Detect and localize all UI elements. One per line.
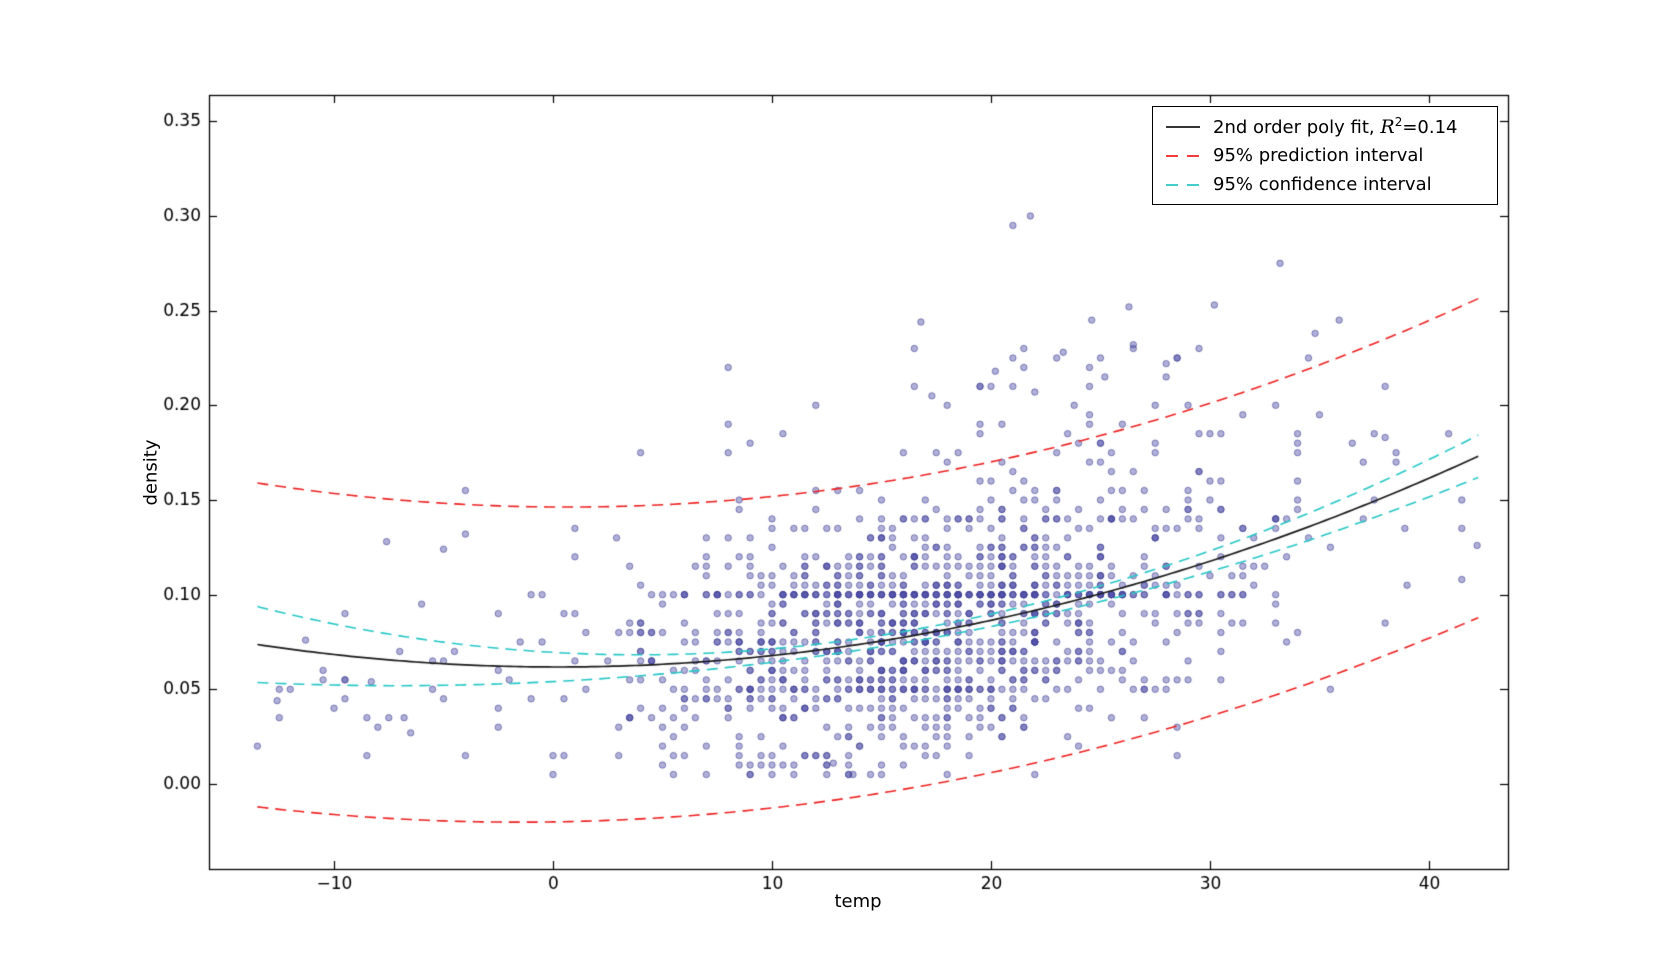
legend-label-fit: 2nd order poly fit, R2=0.14 (1213, 116, 1458, 138)
fit-line-sample-icon (1166, 125, 1200, 128)
legend: 2nd order poly fit, R2=0.14 95% predicti… (1152, 106, 1498, 205)
legend-label-fit-prefix: 2nd order poly fit, (1213, 116, 1381, 138)
legend-label-prediction: 95% prediction interval (1213, 145, 1424, 166)
prediction-line-sample-icon (1166, 154, 1200, 157)
legend-label-confidence: 95% confidence interval (1213, 174, 1432, 195)
legend-label-fit-exponent: 2 (1394, 114, 1403, 129)
legend-label-fit-suffix: =0.14 (1402, 116, 1458, 138)
legend-item-confidence: 95% confidence interval (1165, 170, 1487, 199)
x-axis-label: temp (834, 891, 882, 912)
confidence-line-sample-icon (1166, 183, 1200, 186)
y-axis-label: density (140, 439, 162, 506)
legend-item-fit: 2nd order poly fit, R2=0.14 (1165, 112, 1487, 141)
legend-label-fit-rvar: R (1380, 115, 1395, 138)
legend-item-prediction: 95% prediction interval (1165, 141, 1487, 170)
